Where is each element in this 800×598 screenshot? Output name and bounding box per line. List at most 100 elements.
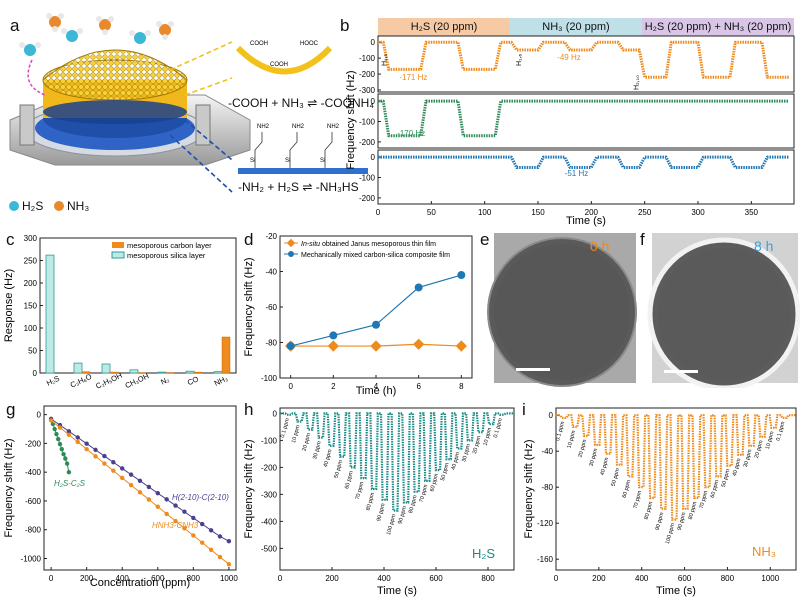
concentration-label: 10 ppm xyxy=(291,424,302,444)
x-tick-label: 0 xyxy=(49,574,54,583)
x-tick-label: 400 xyxy=(116,574,130,583)
concentration-label: 60 ppm xyxy=(710,479,721,499)
y-axis-label: Frequency shift (Hz) xyxy=(243,439,255,538)
gas-label: NH₃ xyxy=(752,544,776,559)
panel-a: a xyxy=(0,0,375,225)
series-line xyxy=(290,274,462,347)
y-tick-label: 300 xyxy=(24,234,38,243)
data-point xyxy=(137,490,143,495)
y-axis-label: Response (Hz) xyxy=(3,269,15,342)
svg-text:Si: Si xyxy=(320,158,325,164)
y-tick-label: -300 xyxy=(359,86,376,95)
data-point xyxy=(155,504,160,509)
data-point xyxy=(120,475,125,481)
data-point xyxy=(66,469,72,475)
x-tick-label: 800 xyxy=(721,574,735,583)
data-point xyxy=(48,418,54,423)
concentration-label: 0.1 ppm xyxy=(493,417,504,438)
data-point xyxy=(327,340,339,352)
data-point xyxy=(200,521,205,527)
data-point xyxy=(146,484,152,490)
concentration-label: 40 ppm xyxy=(732,457,743,477)
concentration-label: 0.1 ppm xyxy=(776,420,787,441)
y-tick-label: 100 xyxy=(24,324,38,333)
data-point xyxy=(84,446,89,452)
legend-label: mesoporous carbon layer xyxy=(127,241,212,250)
svg-text:NH2: NH2 xyxy=(292,124,305,130)
y-tick-label: -100 xyxy=(261,436,278,445)
panel-label: b xyxy=(340,16,350,35)
x-tick-label: 100 xyxy=(478,208,492,217)
panel-b: b H₂S (20 ppm) NH₃ (20 ppm) H₂S (20 ppm)… xyxy=(340,0,800,228)
y-tick-label: 0 xyxy=(549,411,554,420)
annotation: -170 Hz xyxy=(397,129,425,138)
data-point xyxy=(54,431,59,437)
category-label: C₂H₅OH xyxy=(94,371,123,391)
concentration-label: 60 ppm xyxy=(429,473,440,493)
panel-f: f 8 h xyxy=(640,228,800,388)
nh3-molecules xyxy=(46,13,174,40)
legend-marker xyxy=(288,251,294,257)
category-label: H₂S xyxy=(45,374,61,388)
concentration-label: 30 ppm xyxy=(312,440,323,460)
data-point xyxy=(164,511,169,517)
schematic-device: COOH HOOC COOH NH2 NH2 NH2 Si Si Si xyxy=(9,13,368,211)
annotation: H(2-10)-C(2-10) xyxy=(172,493,229,502)
data-point xyxy=(286,342,295,351)
y-tick-label: -200 xyxy=(261,463,278,472)
data-point xyxy=(414,283,423,292)
data-point xyxy=(370,340,382,352)
svg-text:HOOC: HOOC xyxy=(300,41,319,47)
concentration-label: 60 ppm xyxy=(622,479,633,499)
y-axis-label: Frequency shift (Hz) xyxy=(345,70,357,169)
y-tick-label: -400 xyxy=(261,517,278,526)
data-point xyxy=(64,461,70,466)
panel-e: e 0 h xyxy=(480,228,640,388)
y-tick-label: -200 xyxy=(359,194,376,203)
data-point xyxy=(173,518,178,524)
reaction-cooh: -COOH + NH₃ ⇌ -COONH₄ xyxy=(228,96,375,110)
concentration-label: 40 ppm xyxy=(600,456,611,476)
data-point xyxy=(208,528,214,533)
svg-text:Si: Si xyxy=(250,158,255,164)
data-point xyxy=(137,478,143,484)
series-line xyxy=(378,99,789,138)
data-point xyxy=(128,472,134,477)
x-tick-label: 6 xyxy=(416,382,421,391)
svg-text:NH2: NH2 xyxy=(327,124,340,130)
data-point xyxy=(61,451,66,457)
concentration-label: 40 ppm xyxy=(451,451,462,471)
chart-g: 0 -200 -400 -600 -800 -1000 0 200 400 600 800 1000 C… xyxy=(3,405,238,589)
x-tick-label: 800 xyxy=(187,574,201,583)
panel-label: d xyxy=(244,230,254,249)
h2s-molecules xyxy=(19,28,151,56)
concentration-label: 100 ppm xyxy=(386,513,397,536)
y-tick-label: -100 xyxy=(359,54,376,63)
concentration-label: 70 ppm xyxy=(633,490,644,510)
y-tick-label: -80 xyxy=(265,339,277,348)
x-tick-label: 200 xyxy=(80,574,94,583)
data-point xyxy=(120,466,125,471)
data-point xyxy=(84,441,89,446)
x-tick-label: 250 xyxy=(638,208,652,217)
annotation: -171 Hz xyxy=(399,73,427,82)
concentration-label: 50 ppm xyxy=(721,468,732,488)
concentration-label: 20 ppm xyxy=(754,439,765,459)
svg-text:COOH: COOH xyxy=(250,41,268,47)
data-point xyxy=(200,540,205,545)
bar-carbon xyxy=(109,371,119,374)
concentration-label: 10 ppm xyxy=(567,429,578,449)
plot-frame xyxy=(279,407,515,571)
y-tick-label: -120 xyxy=(537,519,554,528)
data-point xyxy=(217,554,223,560)
y-tick-label: 0 xyxy=(371,153,376,162)
category-label: C₃H₆O xyxy=(69,372,94,390)
data-point xyxy=(63,456,68,461)
data-point xyxy=(155,490,160,496)
concentration-label: 90 ppm xyxy=(397,505,408,525)
header-h2s: H₂S (20 ppm) xyxy=(378,18,510,36)
x-tick-label: 800 xyxy=(481,574,495,583)
h-label: H₂,₁₀ xyxy=(633,75,640,90)
legend-swatch xyxy=(112,242,124,248)
